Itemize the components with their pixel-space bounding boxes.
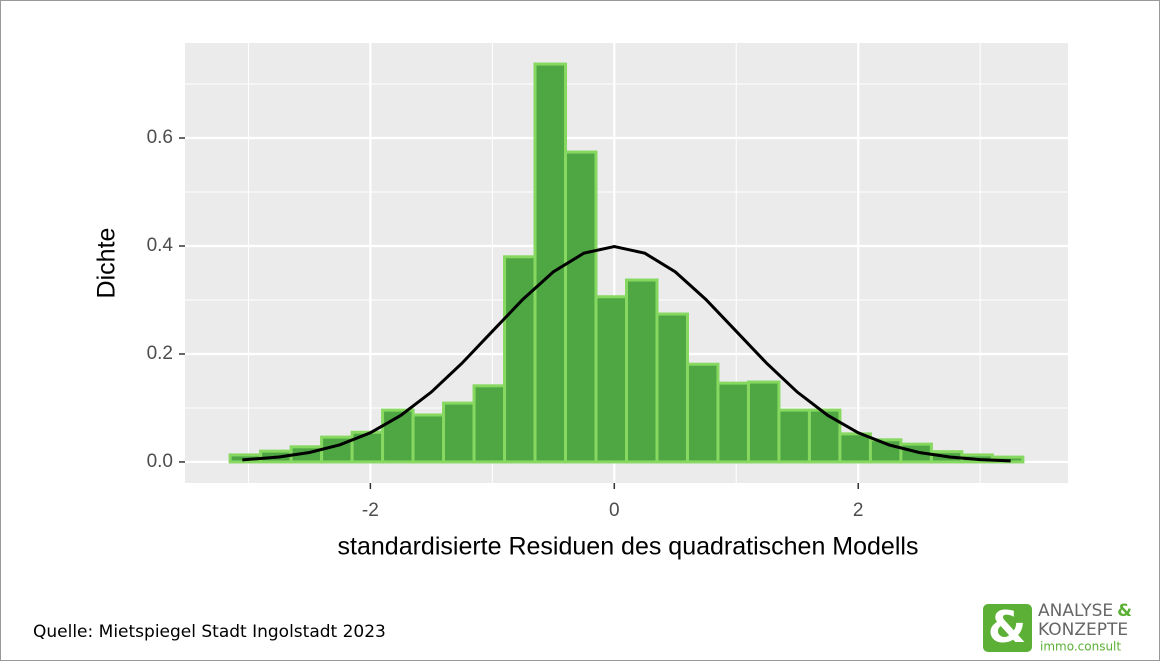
- logo-box: [983, 604, 1032, 652]
- bar: [411, 413, 446, 464]
- bar: [838, 432, 872, 464]
- y-tick-label: 0.0: [147, 451, 173, 472]
- bar: [716, 381, 750, 464]
- bar: [472, 384, 507, 464]
- bars: [228, 62, 1025, 464]
- logo-line3: immo.consult: [1040, 640, 1121, 654]
- bar: [777, 408, 811, 464]
- grid: [185, 43, 1068, 483]
- y-axis-label: Dichte: [93, 228, 121, 299]
- bar: [442, 401, 476, 464]
- logo-line2: KONZEPTE: [1038, 620, 1128, 640]
- bar: [594, 295, 628, 464]
- curve-group: [242, 245, 1011, 463]
- logo-symbol: &: [988, 602, 1026, 653]
- bar: [625, 278, 659, 464]
- axes: -2 0 2 0.0 0.2 0.4 0.6: [147, 127, 864, 521]
- bar: [685, 362, 720, 464]
- bar: [655, 312, 689, 464]
- y-tick-label: 0.2: [147, 343, 173, 364]
- y-tick-label: 0.6: [147, 127, 173, 148]
- density-curve: [242, 245, 1011, 463]
- x-tick-label: 2: [853, 500, 864, 521]
- bar: [807, 408, 842, 464]
- bar: [564, 150, 598, 464]
- bar: [533, 62, 568, 464]
- bar: [746, 380, 781, 464]
- logo-amp: &: [1117, 601, 1132, 621]
- logo-word: ANALYSE: [1038, 601, 1113, 621]
- x-tick-label: -2: [362, 500, 379, 521]
- x-axis-label: standardisierte Residuen des quadratisch…: [338, 533, 919, 561]
- y-tick-label: 0.4: [147, 235, 174, 256]
- x-tick-label: 0: [609, 500, 620, 521]
- source: Quelle: Mietspiegel Stadt Ingolstadt 202…: [33, 622, 386, 642]
- logo-line1: ANALYSE &: [1038, 601, 1132, 621]
- bar: [503, 255, 537, 464]
